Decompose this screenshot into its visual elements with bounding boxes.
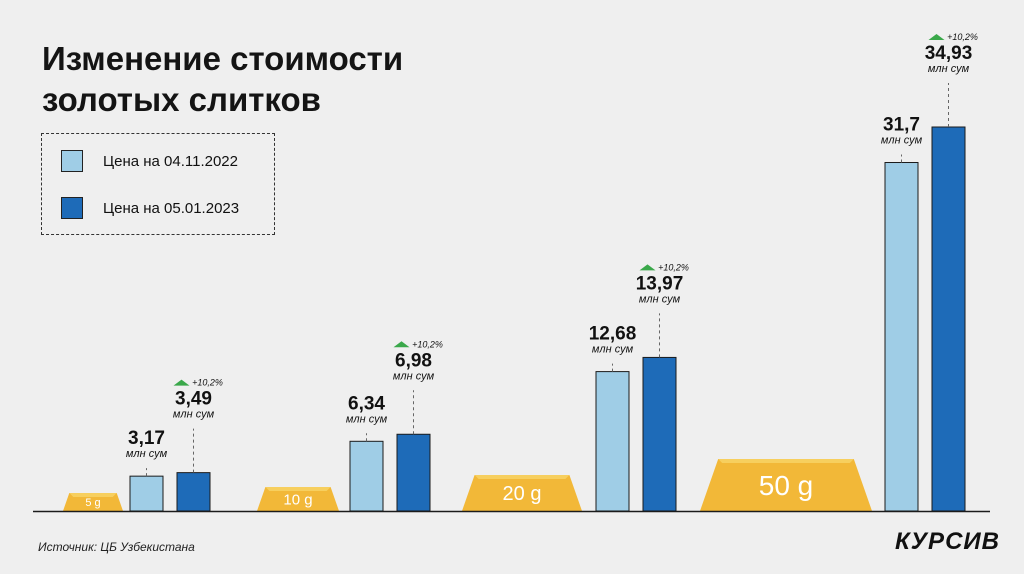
unit-label-s1-2: млн сум — [639, 293, 681, 305]
gold-ingot-1 — [257, 487, 339, 511]
value-label-s1-0: 3,49 — [175, 389, 212, 410]
legend-item-2022: Цена на 04.11.2022 — [61, 150, 238, 172]
unit-label-s1-0: млн сум — [173, 409, 215, 421]
value-label-s1-3: 34,93 — [925, 43, 973, 64]
gold-ingot-3 — [700, 459, 872, 511]
bar-s0-3 — [884, 162, 919, 512]
bar-s1-0 — [176, 472, 211, 512]
value-label-s0-0: 3,17 — [128, 428, 165, 449]
gold-ingot-highlight-2 — [474, 475, 570, 479]
chart-title: Изменение стоимости золотых слитков — [42, 38, 502, 120]
increase-arrow-icon-1 — [393, 341, 410, 348]
value-label-s0-1: 6,34 — [348, 393, 385, 414]
brand-logo: КУРСИВ — [895, 528, 1000, 555]
bar-s1-3 — [931, 126, 966, 512]
legend-label-2022: Цена на 04.11.2022 — [103, 152, 238, 170]
legend-swatch-2023 — [61, 197, 83, 219]
bar-s1-2 — [642, 356, 677, 512]
ingot-label-1: 10 g — [283, 491, 312, 508]
ingot-label-0: 5 g — [85, 497, 100, 509]
gold-ingot-0 — [63, 493, 123, 511]
ingot-label-2: 20 g — [503, 483, 542, 505]
unit-label-s0-3: млн сум — [881, 135, 923, 147]
bar-s0-1 — [349, 440, 384, 512]
legend-label-2023: Цена на 05.01.2023 — [103, 199, 240, 217]
value-label-s0-3: 31,7 — [883, 115, 920, 136]
change-label-1: +10,2% — [412, 339, 443, 349]
bar-s1-1 — [396, 433, 431, 512]
legend-swatch-2022 — [61, 150, 83, 172]
unit-label-s1-3: млн сум — [928, 63, 970, 75]
change-label-0: +10,2% — [192, 378, 223, 388]
gold-ingot-highlight-0 — [69, 493, 117, 497]
legend-item-2023: Цена на 05.01.2023 — [61, 197, 239, 219]
value-label-s1-2: 13,97 — [636, 273, 684, 294]
unit-label-s1-1: млн сум — [393, 370, 435, 382]
value-label-s1-1: 6,98 — [395, 350, 432, 371]
increase-arrow-icon-3 — [928, 34, 945, 40]
legend: Цена на 04.11.2022 Цена на 05.01.2023 — [41, 133, 275, 235]
unit-label-s0-2: млн сум — [592, 344, 634, 356]
bar-s0-0 — [129, 475, 164, 512]
gold-ingot-2 — [462, 475, 582, 511]
source-note: Источник: ЦБ Узбекистана — [38, 540, 195, 554]
ingot-label-3: 50 g — [759, 470, 814, 501]
increase-arrow-icon-0 — [173, 379, 190, 386]
bar-s0-2 — [595, 371, 630, 512]
value-label-s0-2: 12,68 — [589, 324, 637, 345]
change-label-2: +10,2% — [658, 262, 689, 272]
title-line-2: золотых слитков — [42, 81, 321, 118]
gold-ingot-highlight-3 — [718, 459, 854, 463]
title-line-1: Изменение стоимости — [42, 40, 404, 77]
increase-arrow-icon-2 — [639, 264, 656, 271]
unit-label-s0-0: млн сум — [126, 448, 168, 460]
unit-label-s0-1: млн сум — [346, 413, 388, 425]
gold-ingot-highlight-1 — [265, 487, 331, 491]
change-label-3: +10,2% — [947, 32, 978, 42]
